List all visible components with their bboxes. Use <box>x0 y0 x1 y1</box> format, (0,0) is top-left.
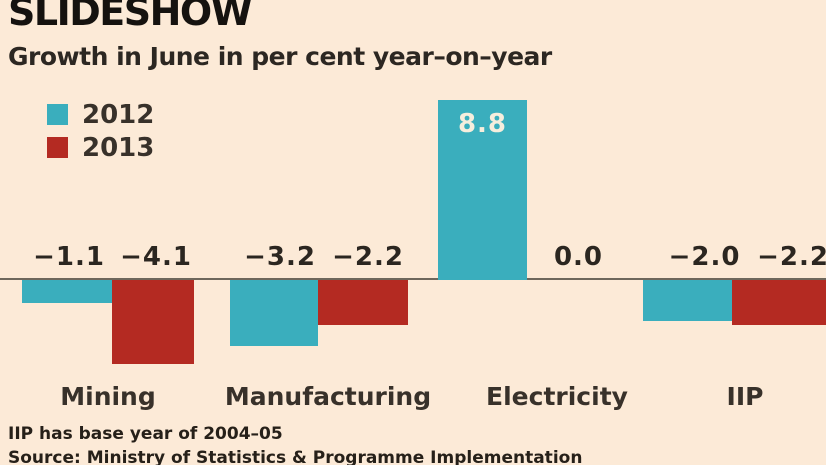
legend-item-2012: 2012 <box>47 98 154 131</box>
chart-subtitle: Growth in June in per cent year–on–year <box>8 42 552 71</box>
bar-iip-2013 <box>732 280 826 326</box>
value-label-iip-2013: −2.2 <box>757 242 826 272</box>
value-label-mining-2013: −4.1 <box>120 242 192 272</box>
page-title: SLIDESHOW <box>8 0 253 34</box>
bar-mining-2012 <box>22 280 112 303</box>
legend-label-2013: 2013 <box>82 132 155 163</box>
legend-label-2012: 2012 <box>82 99 155 130</box>
category-label-electricity: Electricity <box>486 382 628 411</box>
value-label-mining-2012: −1.1 <box>33 242 105 272</box>
legend-item-2013: 2013 <box>47 131 154 164</box>
category-label-mining: Mining <box>60 382 156 411</box>
footnote: IIP has base year of 2004–05 <box>8 424 283 444</box>
bar-mining-2013 <box>112 280 194 365</box>
value-label-manufacturing-2012: −3.2 <box>244 242 316 272</box>
source-note: Source: Ministry of Statistics & Program… <box>8 448 583 465</box>
zero-axis-line <box>0 278 826 280</box>
value-label-iip-2012: −2.0 <box>668 242 741 272</box>
bar-manufacturing-2013 <box>318 280 408 326</box>
bar-electricity-2012 <box>438 99 527 280</box>
value-label-manufacturing-2013: −2.2 <box>332 242 404 272</box>
bar-iip-2012 <box>643 280 732 321</box>
category-label-iip: IIP <box>726 382 764 411</box>
legend-swatch-2012 <box>47 104 68 125</box>
chart-legend: 2012 2013 <box>47 98 154 164</box>
legend-swatch-2013 <box>47 137 68 158</box>
value-label-electricity-2012: 8.8 <box>457 108 508 139</box>
value-label-electricity-2013: 0.0 <box>553 242 604 272</box>
category-label-manufacturing: Manufacturing <box>224 382 432 411</box>
bar-manufacturing-2012 <box>230 280 318 346</box>
